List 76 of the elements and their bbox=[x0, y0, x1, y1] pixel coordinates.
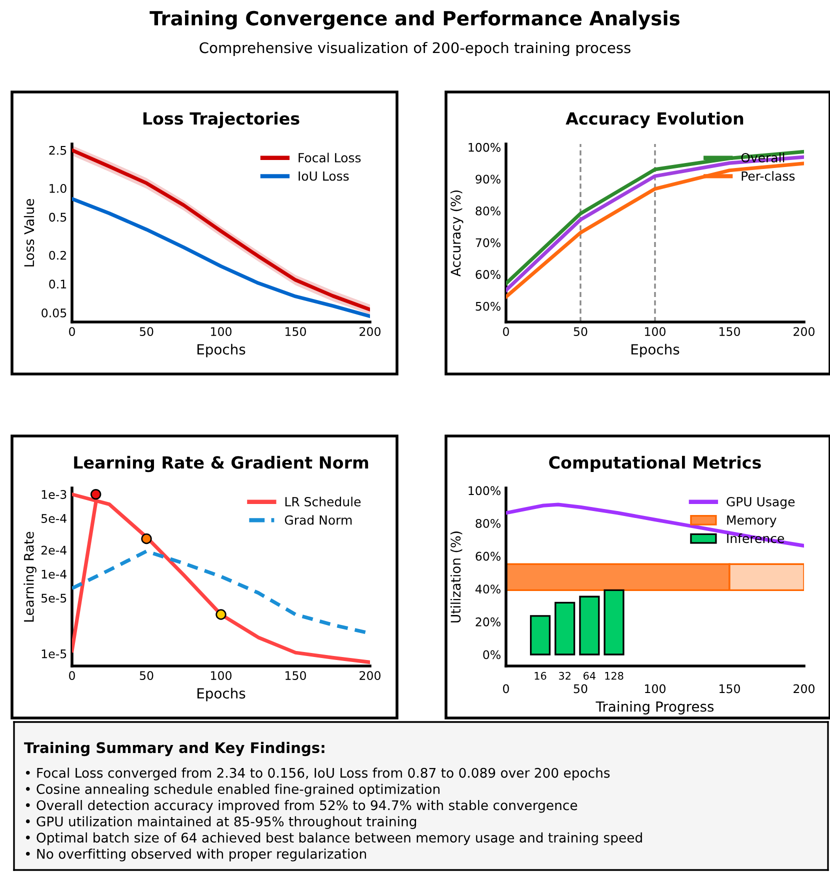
x-tick-label: 50 bbox=[574, 684, 588, 694]
annotation: 128 bbox=[605, 672, 624, 680]
y-tick-label: 60% bbox=[476, 552, 500, 561]
y-tick-label: 40% bbox=[475, 584, 500, 594]
chart-title: Loss Trajectories bbox=[143, 112, 300, 128]
text: • Cosine annealing schedule enabled fine-grained optimization bbox=[26, 784, 440, 797]
annotation: 32 bbox=[559, 672, 570, 680]
x-axis-title: Epochs bbox=[197, 688, 246, 702]
legend-label: LR Schedule bbox=[285, 496, 361, 506]
x-tick-label: 200 bbox=[360, 327, 380, 336]
text: • Focal Loss converged from 2.34 to 0.156, IoU Loss from 0.87 to 0.089 over 200 epochs bbox=[26, 768, 610, 780]
x-tick-label: 0 bbox=[503, 327, 509, 336]
chart-title: Accuracy Evolution bbox=[566, 112, 744, 128]
x-axis-title: Epochs bbox=[631, 344, 680, 358]
x-tick-label: 50 bbox=[140, 671, 154, 680]
legend-label: Focal Loss bbox=[298, 152, 361, 162]
y-tick-label: 50% bbox=[476, 302, 500, 311]
chart-title: Computational Metrics bbox=[549, 456, 761, 472]
y-tick-label: 1.0 bbox=[50, 184, 66, 193]
y-tick-label: 0.5 bbox=[49, 212, 66, 222]
legend-label: IoU Loss bbox=[298, 171, 349, 181]
legend-label: GPU Usage bbox=[726, 496, 795, 509]
x-tick-label: 100 bbox=[211, 327, 232, 336]
y-tick-label: 100% bbox=[468, 142, 500, 152]
x-tick-label: 0 bbox=[69, 671, 75, 680]
y-tick-label: 0.2 bbox=[49, 250, 66, 260]
y-tick-label: 5e-4 bbox=[42, 514, 66, 523]
y-tick-label: 2e-4 bbox=[41, 546, 66, 555]
x-tick-label: 200 bbox=[360, 671, 380, 680]
x-tick-label: 150 bbox=[720, 684, 740, 694]
text: Training Convergence and Performance Analysis bbox=[150, 10, 680, 30]
y-axis-title: Accuracy (%) bbox=[450, 190, 464, 277]
annotation: 16 bbox=[534, 672, 546, 680]
x-tick-label: 200 bbox=[794, 684, 814, 694]
text: Comprehensive visualization of 200-epoch training process bbox=[200, 42, 630, 56]
y-tick-label: 0% bbox=[483, 650, 500, 660]
y-tick-label: 70% bbox=[476, 238, 500, 248]
y-tick-label: 80% bbox=[476, 518, 500, 528]
y-tick-label: 1e-4 bbox=[42, 570, 66, 579]
x-tick-label: 200 bbox=[794, 327, 814, 336]
y-axis-title: Utilization (%) bbox=[450, 532, 462, 622]
text: • GPU utilization maintained at 85-95% throughout training bbox=[26, 816, 416, 829]
x-tick-label: 100 bbox=[645, 684, 666, 694]
y-tick-label: 1e-3 bbox=[42, 490, 66, 499]
x-tick-label: 150 bbox=[720, 327, 740, 336]
x-tick-label: 150 bbox=[286, 327, 306, 336]
y-tick-label: 100% bbox=[468, 486, 500, 496]
legend-label: Grad Norm bbox=[284, 515, 352, 525]
annotation: 64 bbox=[584, 672, 596, 680]
x-tick-label: 100 bbox=[211, 671, 232, 680]
x-tick-label: 0 bbox=[503, 684, 509, 694]
x-tick-label: 50 bbox=[574, 327, 588, 336]
x-axis-title: Training Progress bbox=[596, 701, 714, 714]
y-tick-label: 60% bbox=[476, 270, 500, 279]
y-tick-label: 0.05 bbox=[42, 308, 66, 318]
x-tick-label: 0 bbox=[69, 327, 75, 336]
x-tick-label: 150 bbox=[286, 671, 306, 680]
legend-label: Per-class bbox=[742, 171, 795, 181]
x-tick-label: 100 bbox=[645, 327, 666, 336]
y-tick-label: 80% bbox=[476, 206, 500, 216]
y-tick-label: 5e-5 bbox=[42, 594, 66, 603]
y-axis-title: Learning Rate bbox=[24, 532, 36, 622]
y-axis-title: Loss Value bbox=[24, 199, 34, 266]
y-tick-label: 90% bbox=[476, 174, 500, 184]
x-tick-label: 50 bbox=[140, 327, 154, 336]
y-tick-label: 1e-5 bbox=[42, 650, 66, 658]
text: Training Summary and Key Findings: bbox=[24, 742, 324, 756]
text: • No overfitting observed with proper regularization bbox=[26, 848, 366, 862]
text: • Overall detection accuracy improved from 52% to 94.7% with stable convergence bbox=[26, 800, 578, 813]
chart-title: Learning Rate & Gradient Norm bbox=[74, 456, 368, 472]
x-axis-title: Epochs bbox=[197, 344, 246, 358]
y-tick-label: 0.1 bbox=[49, 280, 66, 289]
text: • Optimal batch size of 64 achieved best balance between memory usage and training speed bbox=[26, 832, 642, 846]
y-tick-label: 20% bbox=[476, 617, 500, 626]
legend-label: Memory bbox=[727, 515, 776, 528]
y-tick-label: 2.5 bbox=[49, 146, 66, 155]
